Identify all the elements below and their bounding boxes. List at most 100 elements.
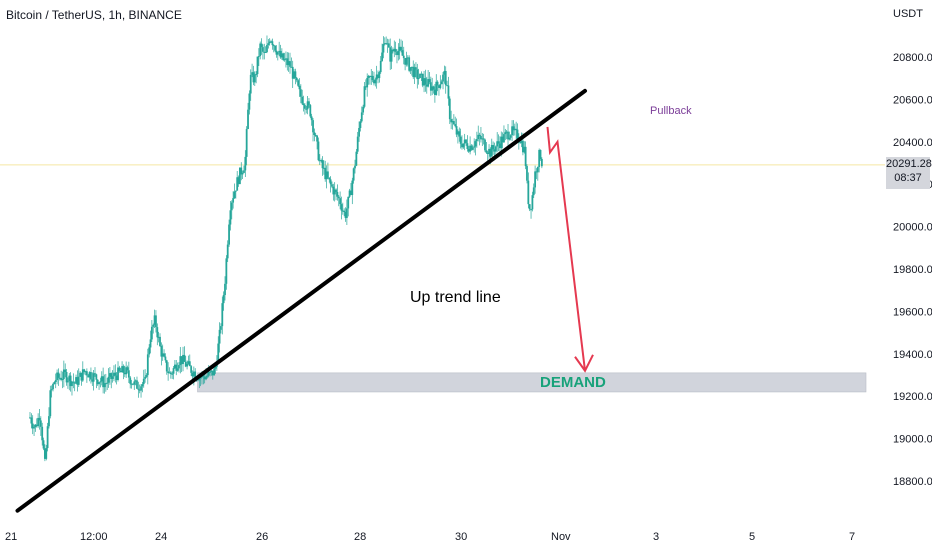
candle-body — [129, 377, 132, 384]
candle-body — [536, 166, 539, 173]
candle-body — [415, 67, 417, 70]
candle-body — [337, 196, 340, 199]
time-tick-label: 21 — [5, 531, 17, 543]
candle-body — [191, 372, 194, 377]
candle-body — [169, 372, 172, 375]
candle-body — [67, 381, 69, 383]
candle-body — [480, 136, 482, 140]
candle-body — [509, 135, 512, 138]
candle-body — [243, 170, 245, 173]
candle-body — [484, 139, 486, 151]
candle-body — [263, 51, 266, 53]
time-tick-label: 5 — [749, 531, 755, 543]
candle-body — [489, 148, 492, 157]
candle-body — [233, 191, 236, 199]
candle-body — [118, 367, 121, 371]
candle-body — [175, 364, 178, 371]
candle-body — [256, 56, 259, 75]
candle-body — [90, 372, 92, 380]
candle-body — [528, 204, 531, 210]
candle-body — [513, 128, 516, 131]
candle-body — [385, 43, 388, 45]
candle-body — [176, 368, 179, 371]
candle-body — [428, 79, 431, 83]
candle-body — [126, 367, 129, 371]
candle-body — [271, 41, 274, 46]
candle-body — [213, 368, 216, 376]
candle-body — [373, 80, 375, 84]
candle-body — [100, 376, 103, 382]
candle-body — [303, 105, 306, 109]
chart-title: Bitcoin / TetherUS, 1h, BINANCE — [6, 8, 182, 22]
candle-body — [173, 364, 176, 369]
price-tick-label: 18800.00 — [893, 476, 932, 488]
candle-body — [80, 372, 83, 381]
candle-body — [207, 371, 210, 376]
price-axis[interactable]: 18800.00 19000.00 19200.00 19400.00 19600.00… — [893, 52, 932, 488]
trend-line-label: Up trend line — [410, 289, 501, 306]
candle-body — [157, 336, 160, 338]
candle-body — [497, 141, 500, 144]
candle-body — [218, 329, 221, 344]
candle-body — [329, 179, 332, 185]
candle-body — [466, 143, 469, 150]
time-axis[interactable]: 21 12:00 24 26 28 30 Nov 3 5 7 — [5, 531, 855, 543]
time-tick-label: 28 — [354, 531, 366, 543]
candle-body — [133, 381, 136, 385]
candle-body — [356, 136, 359, 152]
candle-body — [478, 134, 481, 137]
candle-body — [262, 47, 264, 52]
candle-body — [471, 147, 474, 150]
candle-body — [485, 150, 488, 153]
candle-body — [320, 160, 323, 162]
candle-body — [228, 224, 230, 245]
candle-body — [108, 373, 111, 377]
candle-body — [355, 151, 358, 166]
candle-body — [400, 46, 402, 51]
candle-body — [524, 146, 527, 167]
candle-body — [87, 375, 90, 378]
candle-body — [117, 367, 119, 380]
candle-body — [503, 134, 505, 143]
candle-body — [52, 384, 54, 390]
candle-body — [410, 66, 413, 68]
candle-body — [190, 366, 193, 373]
candle-body — [50, 389, 53, 391]
candle-body — [35, 424, 38, 427]
candle-body — [523, 146, 526, 153]
candle-body — [48, 416, 50, 427]
candle-body — [409, 67, 412, 71]
candle-body — [37, 417, 40, 427]
candle-body — [431, 86, 434, 91]
candle-body — [249, 74, 252, 94]
candle-body — [314, 135, 317, 137]
candle-body — [302, 103, 305, 106]
candle-body — [490, 145, 493, 157]
candle-body — [257, 56, 260, 58]
candle-body — [56, 372, 58, 381]
candle-body — [416, 69, 419, 80]
candle-body — [260, 43, 263, 48]
candle-body — [49, 390, 52, 417]
candle-body — [94, 373, 96, 375]
candle-body — [88, 372, 91, 378]
candle-body — [68, 375, 71, 382]
candle-body — [183, 354, 186, 362]
candle-body — [226, 244, 229, 259]
candle-body — [251, 72, 253, 75]
candle-body — [211, 370, 214, 376]
candle-body — [65, 372, 68, 383]
candle-body — [141, 384, 144, 387]
candle-body — [424, 78, 427, 85]
candle-body — [451, 121, 454, 123]
candle-body — [367, 76, 370, 78]
candle-body — [270, 41, 272, 43]
candle-body — [461, 143, 463, 148]
candle-body — [322, 167, 325, 169]
candle-body — [432, 86, 435, 90]
candle-body — [448, 98, 451, 120]
candle-body — [104, 383, 107, 385]
price-tick-label: 20000.00 — [893, 222, 932, 234]
candle-body — [144, 376, 147, 379]
